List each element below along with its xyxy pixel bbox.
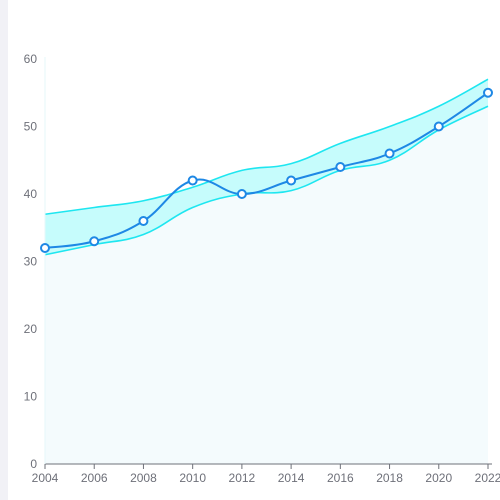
- x-tick-label: 2008: [130, 471, 157, 485]
- area-fill: [45, 106, 488, 464]
- x-tick-label: 2018: [376, 471, 403, 485]
- data-point: [89, 236, 100, 247]
- data-point: [433, 121, 444, 132]
- series-line: [44, 91, 489, 249]
- x-tick-label: 2020: [425, 471, 452, 485]
- y-tick-label: 50: [24, 120, 38, 134]
- band-upper-edge: [44, 78, 489, 216]
- x-tick-label: 2006: [81, 471, 108, 485]
- y-tick-label: 0: [30, 457, 37, 471]
- left-edge-strip: [0, 0, 8, 500]
- x-tick-label: 2010: [179, 471, 206, 485]
- x-tick-label: 2014: [278, 471, 305, 485]
- data-point: [384, 148, 395, 159]
- y-tick-label: 60: [24, 52, 38, 66]
- x-tick-label: 2012: [229, 471, 256, 485]
- data-point: [138, 216, 149, 226]
- data-point: [40, 243, 50, 253]
- data-point: [286, 175, 297, 186]
- band-lower-edge: [44, 105, 489, 256]
- x-tick-label: 2016: [327, 471, 354, 485]
- x-tick-label: 2004: [32, 471, 59, 485]
- y-tick-label: 30: [24, 255, 38, 269]
- data-point: [187, 175, 198, 186]
- x-tick-label: 2022: [475, 471, 500, 485]
- y-tick-label: 20: [24, 322, 38, 336]
- data-point: [483, 87, 493, 98]
- data-point: [236, 189, 247, 199]
- data-point: [335, 162, 346, 172]
- y-tick-label: 40: [24, 187, 38, 201]
- y-tick-label: 10: [24, 390, 38, 404]
